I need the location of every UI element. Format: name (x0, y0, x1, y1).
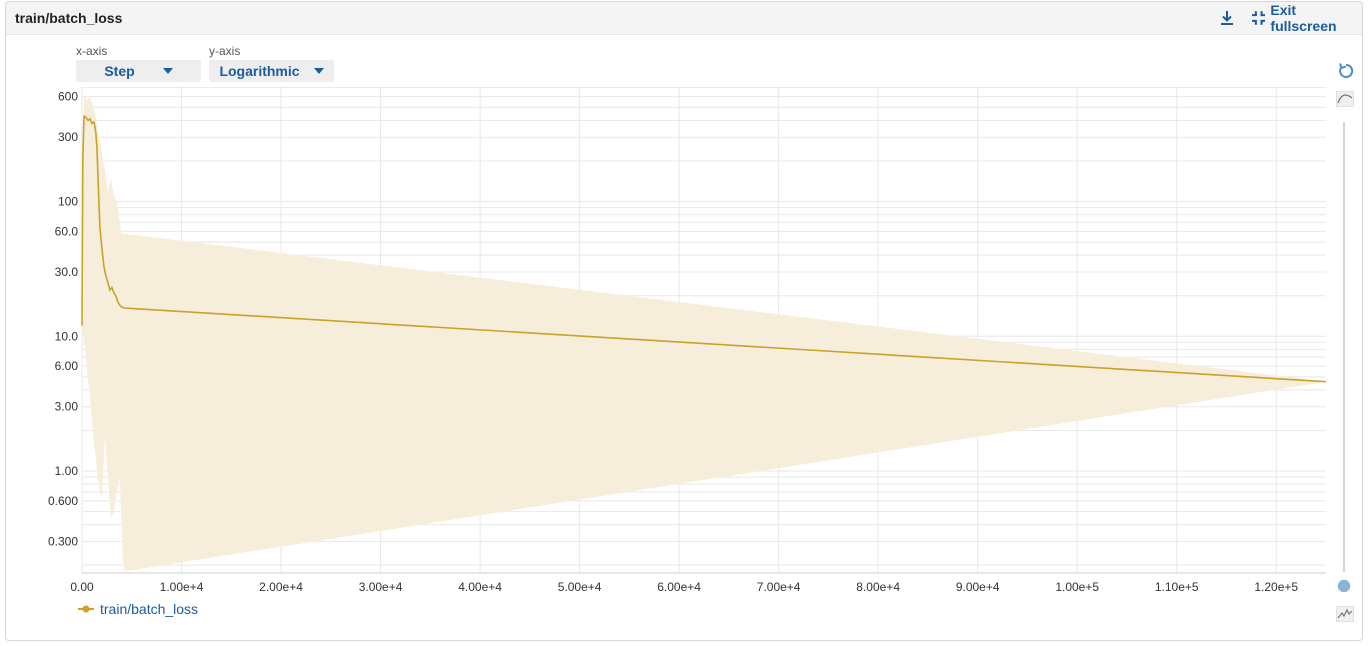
y-tick-label: 300 (58, 130, 78, 144)
download-icon[interactable] (1218, 9, 1236, 27)
x-tick-label: 0.00 (70, 580, 94, 594)
legend: train/batch_loss (78, 601, 198, 617)
x-tick-label: 7.00e+4 (757, 580, 801, 594)
y-axis-value: Logarithmic (219, 63, 300, 79)
y-axis-label: y-axis (209, 44, 241, 58)
y-tick-label: 0.600 (48, 494, 78, 508)
x-axis-dropdown[interactable]: Step (76, 60, 201, 82)
y-tick-label: 6.00 (55, 359, 79, 373)
raw-data-icon[interactable] (1336, 606, 1354, 622)
x-tick-label: 2.00e+4 (259, 580, 303, 594)
legend-label: train/batch_loss (100, 601, 199, 617)
x-tick-label: 8.00e+4 (856, 580, 900, 594)
y-tick-label: 30.0 (55, 265, 79, 279)
panel-header: train/batch_loss Exit fullscreen (6, 2, 1362, 35)
y-tick-label: 100 (58, 195, 78, 209)
y-tick-label: 0.300 (48, 534, 78, 548)
slider-knob[interactable] (1336, 578, 1352, 594)
loss-chart[interactable]: 0.00 1.00e+4 2.00e+4 3.00e+4 4.00e+4 5.00e+4 6… (6, 2, 1364, 642)
y-tick-label: 600 (58, 90, 78, 104)
legend-marker-icon (78, 605, 94, 613)
x-tick-label: 6.00e+4 (657, 580, 701, 594)
x-tick-label: 5.00e+4 (558, 580, 602, 594)
y-axis-dropdown[interactable]: Logarithmic (209, 60, 334, 82)
x-tick-label: 3.00e+4 (359, 580, 403, 594)
series-line-train-batch-loss (81, 114, 1327, 383)
x-tick-label: 1.00e+4 (160, 580, 204, 594)
y-tick-label: 60.0 (55, 224, 79, 238)
panel-title: train/batch_loss (15, 10, 123, 26)
x-axis-value: Step (104, 63, 135, 79)
exit-fullscreen-label: Exit fullscreen (1270, 2, 1337, 34)
x-axis-label: x-axis (76, 44, 108, 58)
chevron-down-icon (162, 68, 173, 74)
chevron-down-icon (313, 68, 324, 74)
y-tick-label: 1.00 (55, 464, 79, 478)
smoothing-slider-track[interactable] (1343, 122, 1345, 572)
series-range-band (82, 94, 1326, 572)
x-tick-label: 1.00e+5 (1055, 580, 1099, 594)
exit-fullscreen-icon (1252, 11, 1266, 25)
y-tick-label: 10.0 (55, 329, 79, 343)
x-tick-label: 1.10e+5 (1155, 580, 1199, 594)
reset-zoom-icon[interactable] (1337, 62, 1355, 80)
y-tick-label: 3.00 (55, 400, 79, 414)
x-tick-label: 4.00e+4 (458, 580, 502, 594)
smooth-curve-icon[interactable] (1336, 91, 1354, 107)
chart-panel: train/batch_loss Exit fullscreen x-axis … (5, 1, 1363, 641)
x-tick-label: 1.20e+5 (1254, 580, 1298, 594)
exit-fullscreen-button[interactable]: Exit fullscreen (1252, 2, 1362, 34)
x-tick-label: 9.00e+4 (956, 580, 1000, 594)
